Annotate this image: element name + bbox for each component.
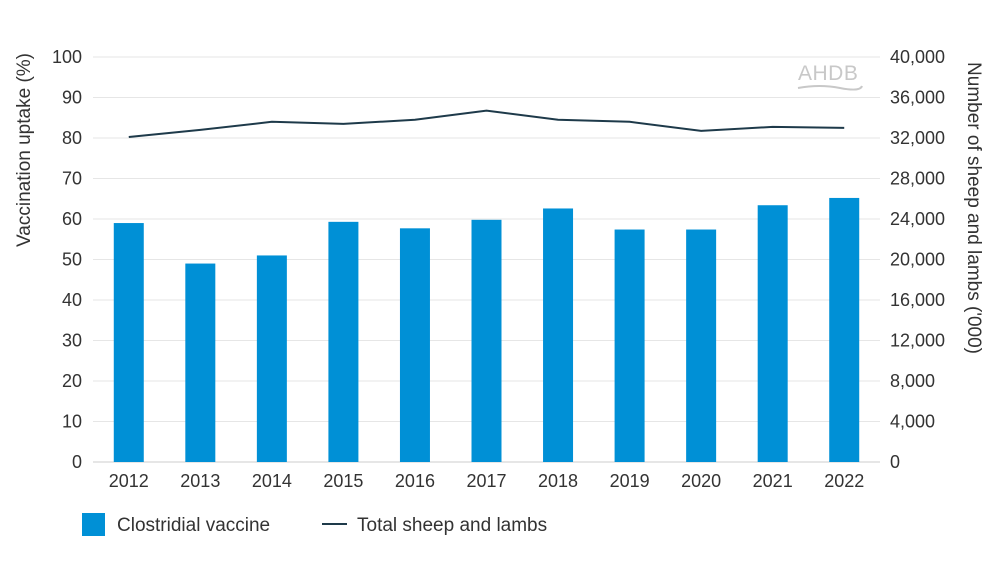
right-tick-label: 4,000 [890, 412, 935, 432]
x-tick-label: 2022 [824, 471, 864, 491]
bar-series [113, 197, 860, 463]
logo-swoosh [797, 85, 863, 91]
legend-swatch-bar [82, 513, 105, 536]
x-tick-label: 2015 [323, 471, 363, 491]
right-axis-title: Number of sheep and lambs ('000) [963, 62, 984, 354]
left-tick-label: 20 [62, 371, 82, 391]
left-tick-label: 60 [62, 209, 82, 229]
bar-2016 [399, 228, 430, 462]
x-tick-label: 2019 [610, 471, 650, 491]
right-tick-label: 32,000 [890, 128, 945, 148]
bar-2021 [757, 205, 788, 463]
bar-2018 [543, 208, 574, 462]
left-tick-label: 70 [62, 169, 82, 189]
left-tick-label: 0 [72, 452, 82, 472]
bar-2015 [328, 221, 359, 462]
right-tick-label: 24,000 [890, 209, 945, 229]
left-tick-label: 100 [52, 47, 82, 67]
bar-2020 [686, 229, 717, 462]
right-tick-label: 8,000 [890, 371, 935, 391]
left-tick-label: 50 [62, 250, 82, 270]
logo: AHDB [797, 62, 863, 91]
bar-2013 [185, 263, 216, 462]
right-tick-label: 0 [890, 452, 900, 472]
left-tick-label: 80 [62, 128, 82, 148]
right-tick-label: 20,000 [890, 250, 945, 270]
right-tick-label: 36,000 [890, 88, 945, 108]
bar-2022 [829, 197, 860, 462]
legend-label-bar: Clostridial vaccine [117, 515, 270, 536]
x-tick-label: 2014 [252, 471, 292, 491]
x-tick-label: 2020 [681, 471, 721, 491]
bar-2014 [256, 255, 287, 462]
bar-2019 [614, 229, 645, 462]
line-total-sheep [128, 109, 845, 138]
x-tick-label: 2012 [109, 471, 149, 491]
right-tick-label: 16,000 [890, 290, 945, 310]
x-tick-label: 2016 [395, 471, 435, 491]
left-tick-label: 40 [62, 290, 82, 310]
left-axis-ticks: 0 10 20 30 40 50 60 70 80 90 100 [52, 47, 82, 472]
left-tick-label: 30 [62, 331, 82, 351]
x-axis-ticks: 2012 2013 2014 2015 2016 2017 2018 2019 2020 2021… [109, 471, 865, 491]
x-tick-label: 2018 [538, 471, 578, 491]
left-tick-label: 10 [62, 412, 82, 432]
left-tick-label: 90 [62, 88, 82, 108]
logo-text: AHDB [798, 62, 858, 85]
bar-2012 [113, 223, 144, 462]
x-tick-label: 2013 [180, 471, 220, 491]
right-tick-label: 12,000 [890, 331, 945, 351]
left-axis-title: Vaccination uptake (%) [14, 53, 35, 247]
x-tick-label: 2017 [466, 471, 506, 491]
bar-2017 [471, 219, 502, 462]
legend-label-line: Total sheep and lambs [357, 515, 547, 536]
x-tick-label: 2021 [753, 471, 793, 491]
right-tick-label: 40,000 [890, 47, 945, 67]
right-axis-ticks: 0 4,000 8,000 12,000 16,000 20,000 24,000 28,00… [890, 47, 945, 472]
legend: Clostridial vaccine Total sheep and lamb… [82, 513, 547, 536]
right-tick-label: 28,000 [890, 169, 945, 189]
line-series [128, 109, 845, 138]
